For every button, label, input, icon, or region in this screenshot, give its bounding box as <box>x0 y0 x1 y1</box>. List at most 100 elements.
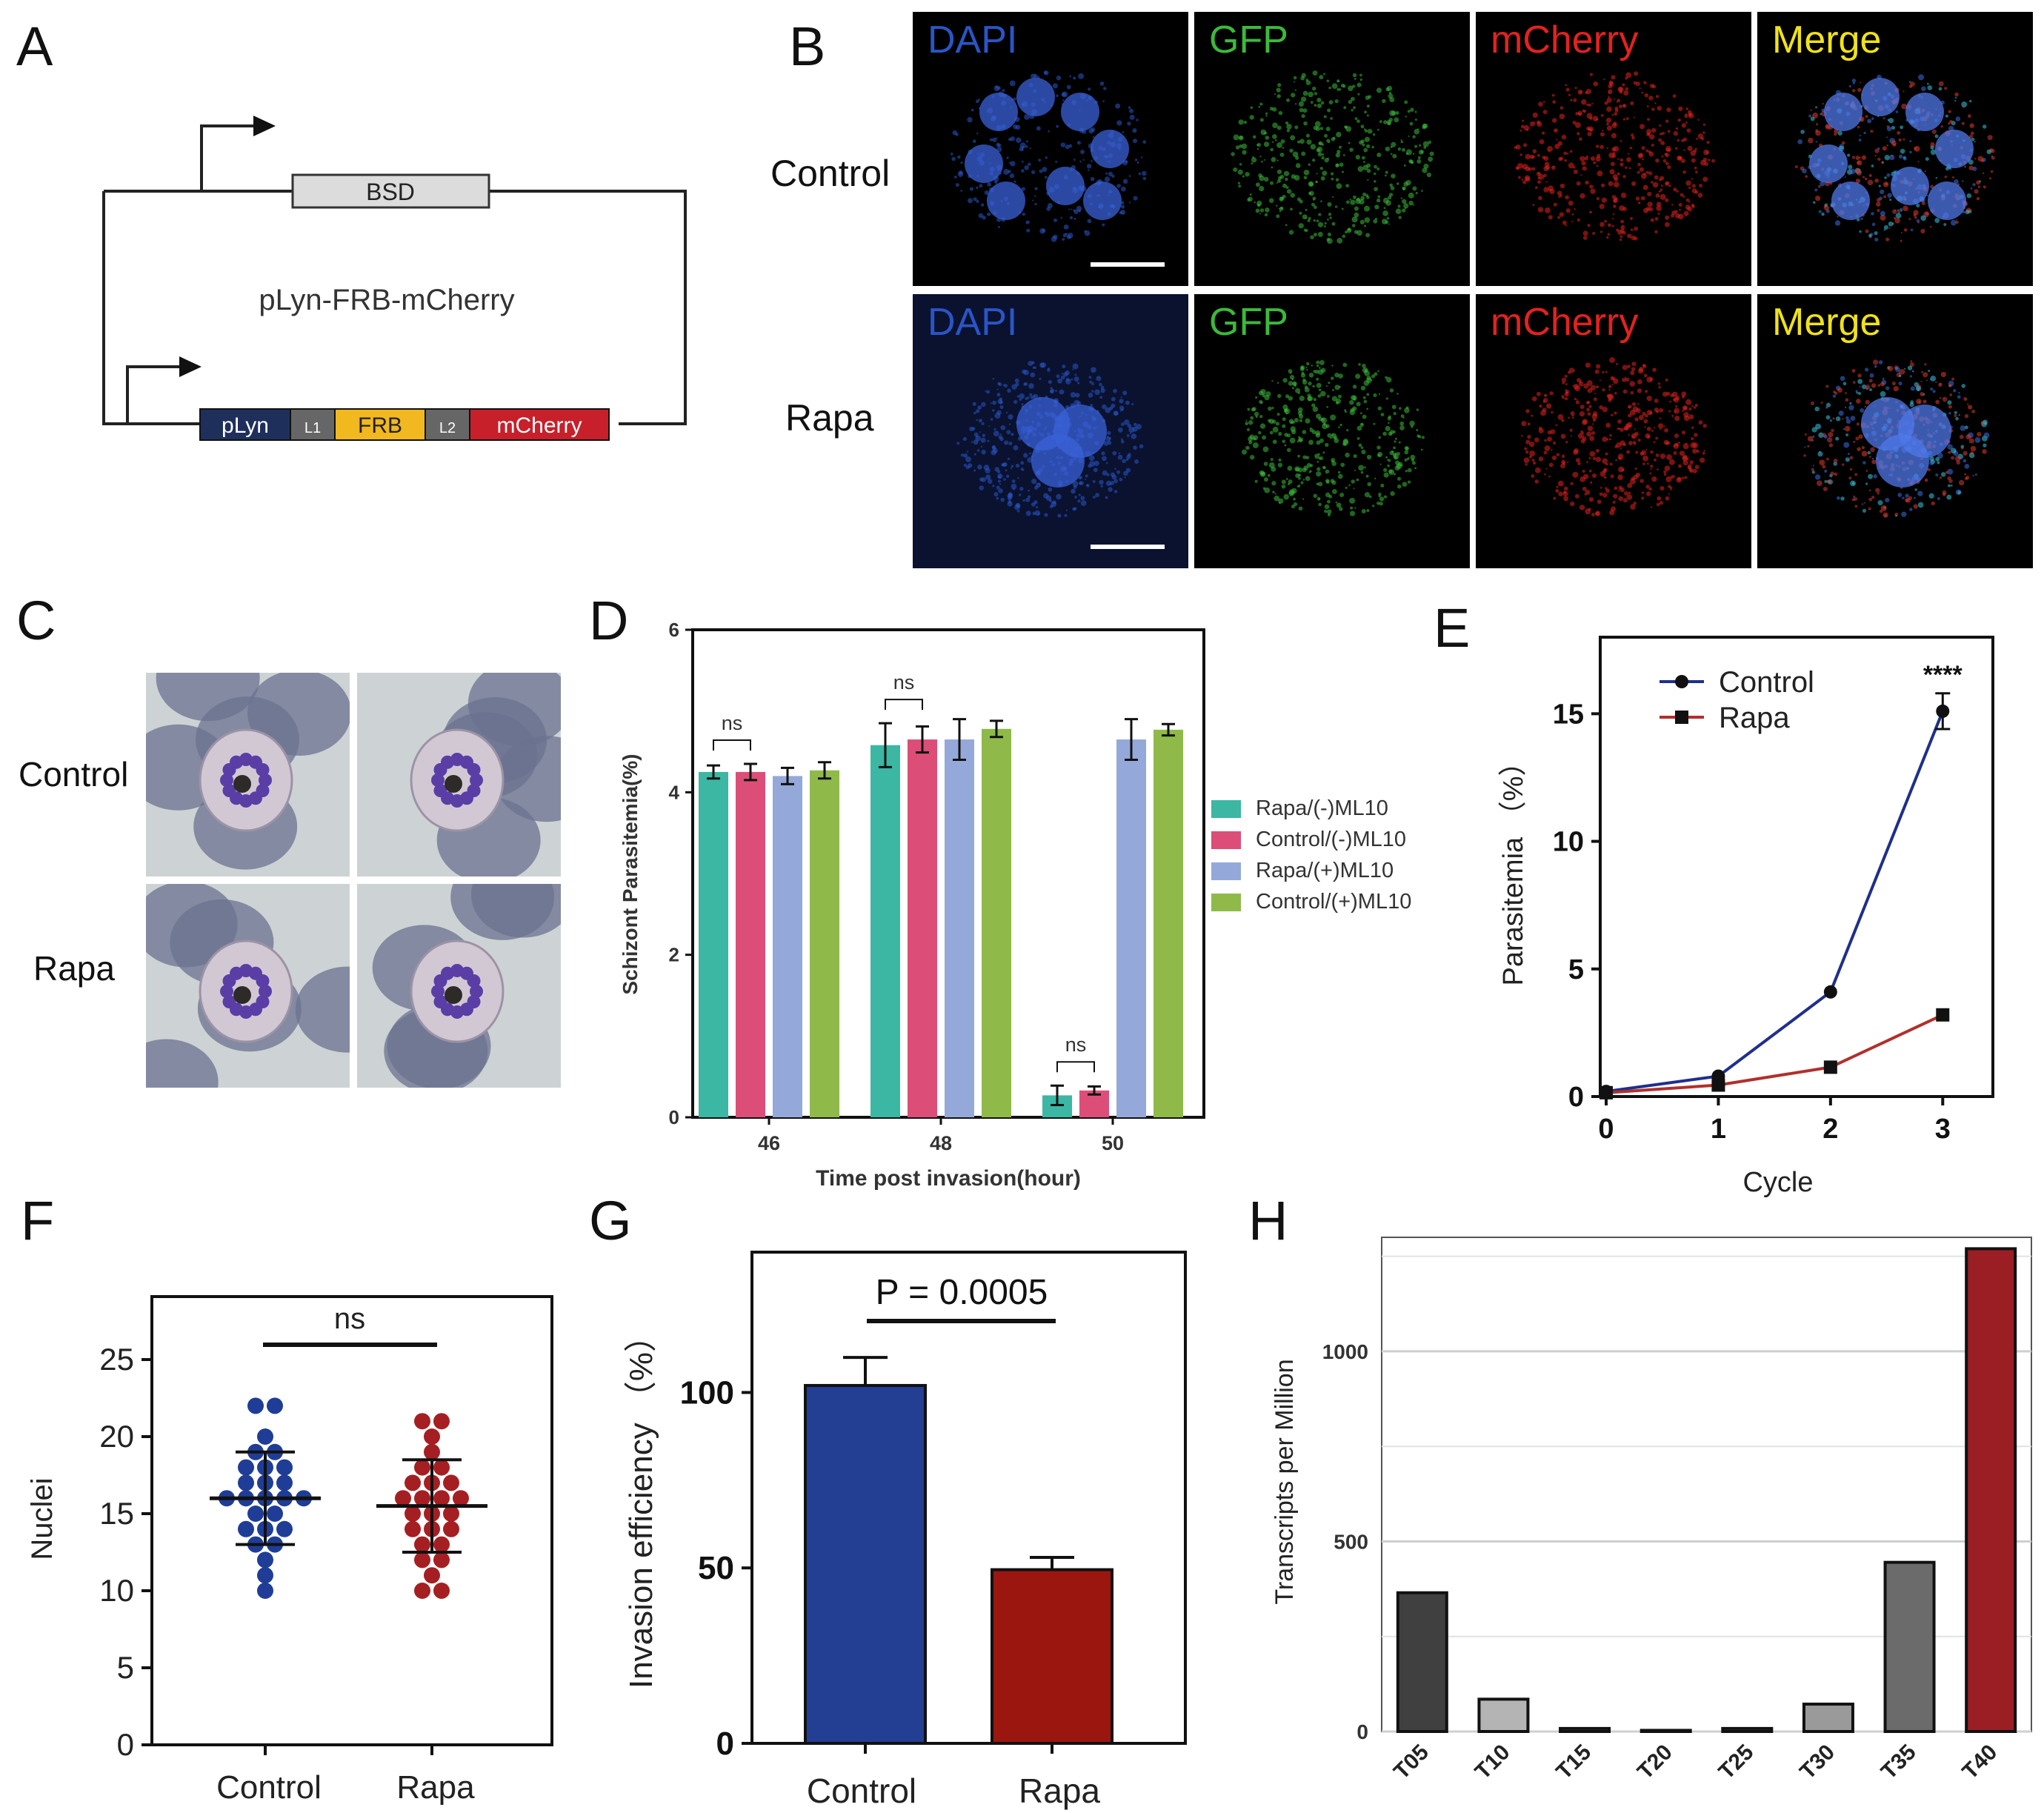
signal-dot <box>1398 441 1401 444</box>
signal-dot <box>1391 153 1393 156</box>
signal-dot <box>1091 127 1096 132</box>
signal-dot <box>1271 406 1274 410</box>
data-point <box>405 1474 421 1491</box>
signal-dot <box>1003 168 1010 175</box>
signal-dot <box>1299 419 1303 422</box>
signal-dot <box>978 419 982 423</box>
signal-dot <box>1366 376 1371 381</box>
signal-dot <box>1545 468 1548 470</box>
cassette-segment-l1 <box>290 408 336 441</box>
p-value-label: P = 0.0005 <box>876 1273 1048 1312</box>
signal-dot <box>1622 365 1628 370</box>
signal-dot <box>1574 397 1577 401</box>
signal-dot <box>1576 399 1578 401</box>
signal-dot <box>1891 382 1896 386</box>
signal-dot <box>1525 450 1529 454</box>
signal-dot <box>1085 474 1088 478</box>
signal-dot <box>1296 140 1301 144</box>
signal-dot <box>1969 99 1972 103</box>
signal-dot <box>1571 213 1574 216</box>
signal-dot <box>1011 465 1014 468</box>
x-tick-label: 1 <box>1711 1114 1726 1145</box>
signal-dot <box>1421 190 1423 192</box>
x-tick-label: T30 <box>1795 1740 1840 1784</box>
signal-dot <box>1989 177 1991 180</box>
signal-dot <box>1602 436 1608 442</box>
signal-dot <box>1264 131 1268 135</box>
signal-dot <box>1590 156 1595 162</box>
signal-dot <box>1852 381 1856 385</box>
signal-dot <box>1659 193 1666 200</box>
series-line-control <box>1605 711 1945 1094</box>
signal-dot <box>1543 450 1548 455</box>
signal-dot <box>1833 462 1837 466</box>
signal-dot <box>1385 425 1391 432</box>
signal-dot <box>1868 507 1871 510</box>
data-point <box>247 1397 264 1414</box>
signal-dot <box>1964 165 1967 168</box>
signal-dot <box>1364 466 1366 469</box>
signal-dot <box>1608 92 1611 94</box>
signal-dot <box>976 449 980 452</box>
signal-dot <box>1667 130 1671 133</box>
signal-dot <box>1814 406 1820 412</box>
x-tick-label: Control <box>216 1769 322 1806</box>
signal-dot <box>1597 170 1603 177</box>
signal-dot <box>1863 502 1865 504</box>
signal-dot <box>1276 204 1278 207</box>
signal-dot <box>1377 406 1382 410</box>
signal-dot <box>1833 459 1838 463</box>
signal-dot <box>1557 190 1562 196</box>
signal-dot <box>1605 422 1611 428</box>
signal-dot <box>1072 363 1079 370</box>
signal-dot <box>1298 438 1302 442</box>
nucleus-blob <box>1031 434 1085 488</box>
signal-dot <box>992 137 997 142</box>
signal-dot <box>1019 398 1022 402</box>
signal-dot <box>1660 140 1665 145</box>
signal-dot <box>1288 369 1293 374</box>
signal-dot <box>1091 160 1093 162</box>
signal-dot <box>1069 216 1073 220</box>
signal-dot <box>1009 80 1016 87</box>
signal-dot <box>1641 496 1645 500</box>
signal-dot <box>1339 492 1345 498</box>
signal-dot <box>1848 84 1851 88</box>
signal-dot <box>1036 506 1039 509</box>
signal-dot <box>1655 436 1659 440</box>
signal-dot <box>1533 461 1537 465</box>
signal-dot <box>1921 370 1923 373</box>
signal-dot <box>1344 125 1348 129</box>
signal-dot <box>1317 152 1322 157</box>
signal-dot <box>1295 468 1299 472</box>
signal-dot <box>1646 426 1651 431</box>
signal-dot <box>985 390 987 392</box>
signal-dot <box>1656 202 1662 207</box>
signal-dot <box>1034 202 1037 206</box>
signal-dot <box>1259 399 1263 404</box>
signal-dot <box>1376 501 1380 505</box>
signal-dot <box>1554 144 1560 150</box>
data-point <box>405 1520 421 1537</box>
signal-dot <box>1104 176 1111 182</box>
signal-dot <box>1363 399 1368 404</box>
signal-dot <box>1053 218 1058 222</box>
signal-dot <box>1965 434 1971 440</box>
signal-dot <box>1808 137 1814 144</box>
micro-rapa-dapi: DAPI <box>913 294 1188 568</box>
signal-dot <box>1297 410 1303 416</box>
signal-dot <box>1634 226 1638 231</box>
signal-dot <box>1577 462 1581 465</box>
legend-item: Control/(-)ML10 <box>1211 828 1406 852</box>
signal-dot <box>1687 145 1693 151</box>
signal-dot <box>1860 407 1865 413</box>
signal-dot <box>1678 203 1682 207</box>
signal-dot <box>1327 108 1331 113</box>
signal-dot <box>1300 365 1304 369</box>
signal-dot <box>1313 233 1317 237</box>
nucleus-blob <box>979 93 1018 131</box>
signal-dot <box>1570 501 1575 507</box>
signal-dot <box>1650 450 1654 454</box>
signal-dot <box>1291 505 1295 509</box>
signal-dot <box>1654 399 1659 403</box>
